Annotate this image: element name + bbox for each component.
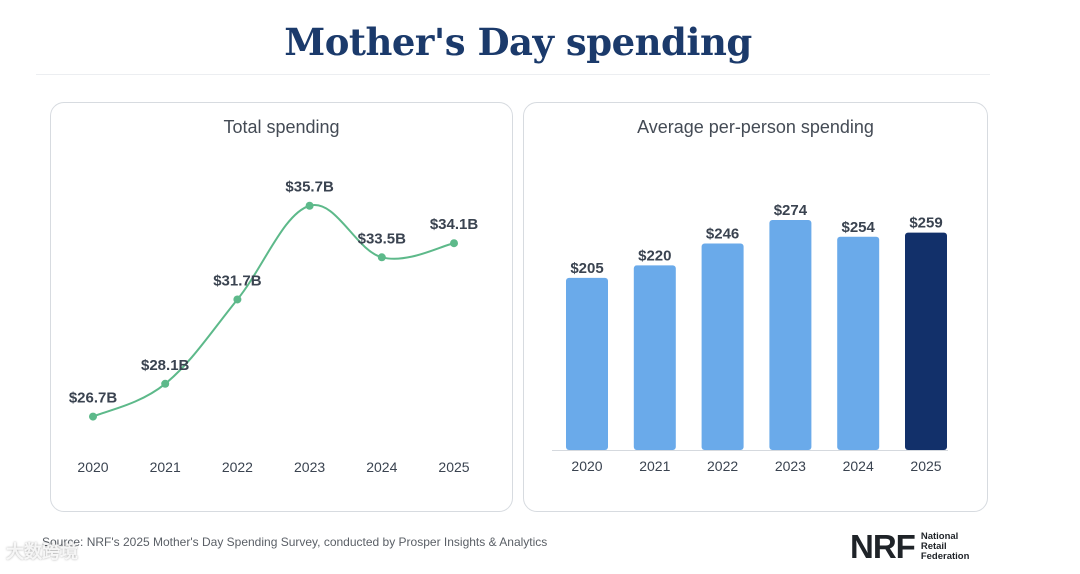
bar-data-label-2025: $259 bbox=[909, 215, 942, 232]
line-point-2025 bbox=[450, 239, 458, 248]
per-person-card: Average per-person spending $205 2020 $220… bbox=[523, 102, 988, 512]
total-spending-title: Total spending bbox=[223, 117, 340, 137]
bar-x-tick-2021: 2021 bbox=[639, 458, 670, 474]
bar-2022 bbox=[701, 243, 744, 450]
bar-data-label-2021: $220 bbox=[638, 247, 671, 264]
page-title: Mother's Day spending bbox=[284, 20, 752, 64]
line-data-label-2022: $31.7B bbox=[213, 272, 262, 289]
bar-2020 bbox=[566, 277, 608, 450]
line-x-tick-2022: 2022 bbox=[222, 459, 253, 475]
total-spending-card: Total spending $26.7B 2020 $28.1B 2021 $31.7… bbox=[50, 102, 513, 512]
bar-x-tick-2025: 2025 bbox=[910, 458, 941, 474]
line-point-2021 bbox=[161, 379, 170, 388]
nrf-logo: NRF National Retail Federation bbox=[850, 530, 969, 564]
source-note: Source: NRF's 2025 Mother's Day Spending… bbox=[42, 535, 548, 549]
bar-x-tick-2022: 2022 bbox=[707, 458, 738, 474]
bar-2024 bbox=[837, 236, 880, 450]
bar-data-label-2023: $274 bbox=[774, 202, 808, 219]
line-data-label-2020: $26.7B bbox=[69, 390, 118, 407]
line-x-tick-2024: 2024 bbox=[366, 459, 397, 475]
line-point-2020 bbox=[89, 412, 97, 421]
bar-x-tick-2020: 2020 bbox=[571, 458, 602, 474]
bar-2025 bbox=[905, 232, 947, 450]
nrf-logo-line3: Federation bbox=[920, 551, 970, 562]
bar-data-label-2020: $205 bbox=[570, 260, 603, 277]
line-x-tick-2020: 2020 bbox=[77, 459, 108, 475]
bar-2023 bbox=[769, 220, 812, 450]
per-person-bar-chart: $205 2020 $220 2021 $246 2022 $274 2023 $254 2024… bbox=[552, 202, 948, 474]
bar-2021 bbox=[633, 265, 676, 450]
line-x-tick-2025: 2025 bbox=[438, 459, 469, 475]
line-point-2022 bbox=[233, 295, 242, 304]
line-x-tick-2021: 2021 bbox=[150, 459, 181, 475]
title-divider bbox=[36, 74, 990, 75]
line-x-tick-2023: 2023 bbox=[294, 459, 325, 475]
nrf-logo-mark: NRF bbox=[850, 528, 916, 565]
line-point-2023 bbox=[305, 201, 314, 210]
line-point-2024 bbox=[377, 253, 386, 262]
nrf-logo-text: National Retail Federation bbox=[921, 532, 970, 562]
line-data-label-2025: $34.1B bbox=[430, 216, 479, 233]
bar-x-tick-2023: 2023 bbox=[775, 458, 806, 474]
nrf-logo-line2: Retail bbox=[920, 541, 947, 552]
nrf-logo-line1: National bbox=[920, 531, 959, 542]
line-data-label-2023: $35.7B bbox=[285, 179, 334, 196]
per-person-title: Average per-person spending bbox=[637, 117, 874, 137]
line-data-label-2024: $33.5B bbox=[358, 230, 407, 247]
bar-data-label-2022: $246 bbox=[706, 226, 739, 243]
watermark: 大数跨境 bbox=[6, 542, 78, 562]
bar-x-tick-2024: 2024 bbox=[843, 458, 874, 474]
line-data-label-2021: $28.1B bbox=[141, 357, 190, 374]
bar-data-label-2024: $254 bbox=[842, 219, 876, 236]
total-spending-line-chart: $26.7B 2020 $28.1B 2021 $31.7B 2022 $35.7B 2023… bbox=[69, 179, 479, 475]
